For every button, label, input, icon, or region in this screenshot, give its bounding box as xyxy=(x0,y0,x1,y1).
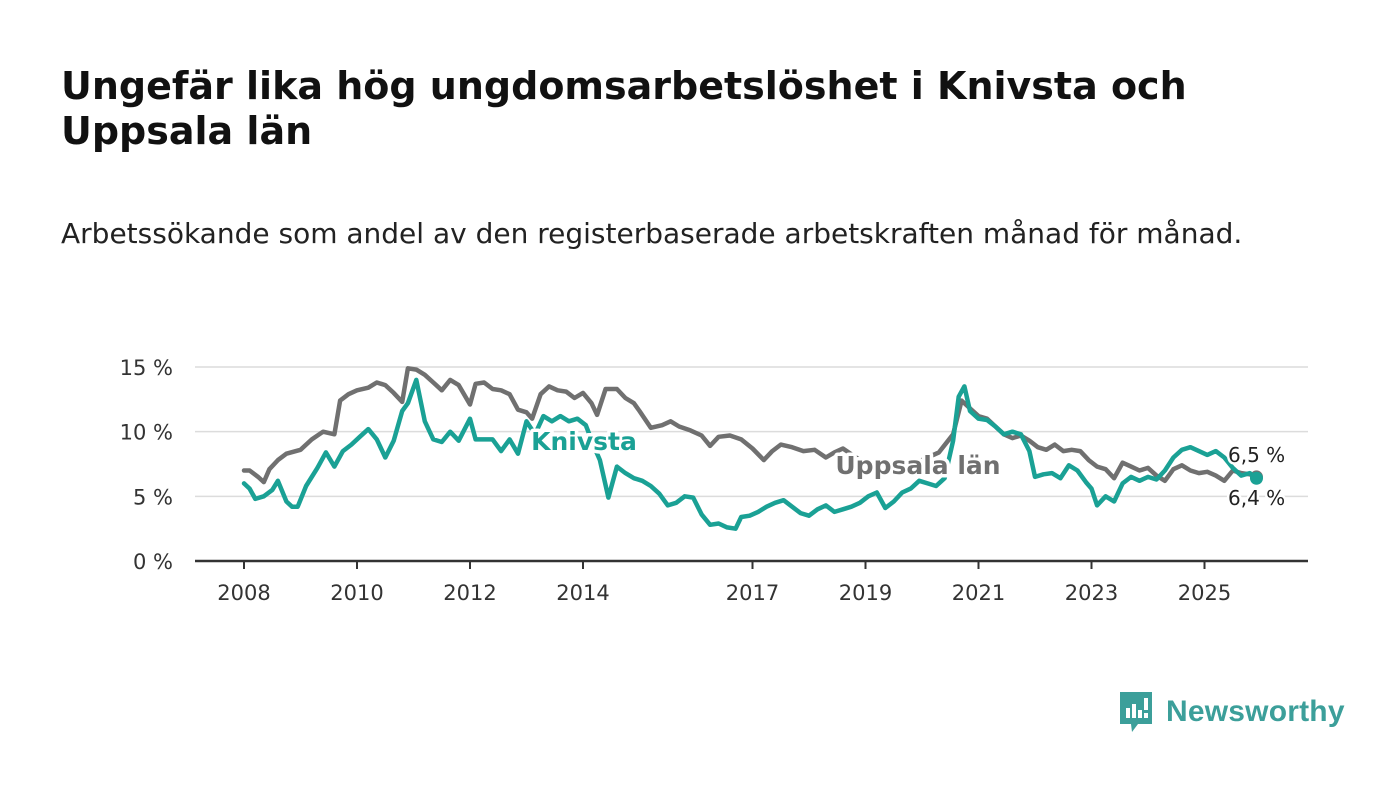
x-tick-label: 2023 xyxy=(1065,581,1118,605)
series-label: Knivsta xyxy=(531,427,637,456)
x-tick-label: 2014 xyxy=(556,581,609,605)
x-tick-label: 2019 xyxy=(839,581,892,605)
end-value-label: 6,4 % xyxy=(1228,486,1285,510)
x-tick-label: 2025 xyxy=(1178,581,1231,605)
brand-name: Newsworthy xyxy=(1166,695,1345,728)
y-tick-label: 10 % xyxy=(120,421,173,445)
newsworthy-logo-icon xyxy=(1120,692,1152,732)
series-label: Uppsala län xyxy=(835,451,1000,480)
chart-subtitle: Arbetssökande som andel av den registerb… xyxy=(61,217,1243,250)
end-value-label: 6,5 % xyxy=(1228,443,1285,467)
series-line-uppsala-län xyxy=(241,366,1259,485)
x-tick-label: 2010 xyxy=(330,581,383,605)
chart-title: Ungefär lika hög ungdomsarbetslöshet i K… xyxy=(61,64,1187,153)
grid-layer: 0 % 5 % 10 % 15 % 2008 2010 2012 2014 2017 2019 20… xyxy=(120,356,1308,605)
x-tick-label: 2012 xyxy=(443,581,496,605)
y-tick-label: 15 % xyxy=(120,356,173,380)
x-tick-label: 2017 xyxy=(726,581,779,605)
y-tick-label: 5 % xyxy=(133,485,173,509)
x-tick-label: 2008 xyxy=(217,581,270,605)
series-endpoint-knivsta xyxy=(1249,471,1263,485)
y-tick-label: 0 % xyxy=(133,550,173,574)
newsworthy-brand[interactable]: Newsworthy xyxy=(1118,690,1345,734)
series-line-knivsta xyxy=(241,377,1259,531)
series-layer xyxy=(241,366,1263,531)
x-tick-label: 2021 xyxy=(952,581,1005,605)
label-layer: Knivsta Uppsala län 6,5 % 6,4 % xyxy=(528,424,1288,513)
